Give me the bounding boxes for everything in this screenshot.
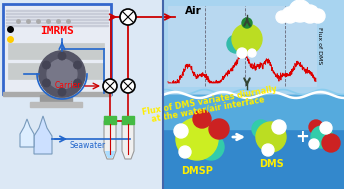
Circle shape	[272, 120, 286, 134]
Polygon shape	[20, 119, 34, 147]
Circle shape	[174, 124, 188, 138]
Circle shape	[322, 134, 340, 152]
Polygon shape	[122, 121, 134, 159]
Bar	[6, 12, 108, 14]
Bar	[6, 15, 108, 17]
Circle shape	[120, 9, 136, 25]
Circle shape	[242, 18, 252, 28]
Bar	[8, 63, 104, 79]
Circle shape	[289, 0, 311, 22]
Bar	[163, 95, 344, 189]
Circle shape	[74, 79, 82, 87]
Circle shape	[42, 79, 51, 87]
Circle shape	[74, 61, 82, 69]
Circle shape	[256, 122, 286, 152]
Text: at the water/air interface: at the water/air interface	[151, 95, 265, 123]
Circle shape	[39, 51, 85, 97]
Text: +: +	[295, 128, 309, 146]
Polygon shape	[105, 151, 115, 158]
Bar	[0, 0, 163, 189]
Circle shape	[301, 5, 319, 23]
Text: Air: Air	[185, 6, 202, 16]
Bar	[163, 0, 344, 95]
Circle shape	[309, 120, 323, 134]
Circle shape	[237, 48, 247, 58]
Bar	[40, 95, 72, 103]
Circle shape	[311, 126, 333, 148]
Circle shape	[320, 122, 332, 134]
Text: DMS: DMS	[259, 159, 283, 169]
Polygon shape	[104, 121, 116, 159]
Circle shape	[193, 110, 211, 128]
Text: Flux of DMS: Flux of DMS	[318, 27, 323, 65]
Circle shape	[42, 61, 51, 69]
Circle shape	[252, 120, 270, 138]
Circle shape	[179, 146, 191, 158]
Circle shape	[58, 52, 66, 60]
Circle shape	[227, 35, 245, 53]
Circle shape	[262, 144, 274, 156]
Circle shape	[58, 88, 66, 96]
Bar	[30, 102, 82, 107]
Text: IMRMS: IMRMS	[40, 26, 74, 36]
Bar	[6, 22, 108, 23]
Bar	[104, 116, 116, 124]
Circle shape	[209, 119, 229, 139]
Bar	[6, 19, 108, 20]
Circle shape	[47, 59, 77, 89]
Circle shape	[248, 49, 256, 57]
Text: Flux of DMS variates diurnally: Flux of DMS variates diurnally	[142, 85, 278, 117]
Text: Carrier: Carrier	[55, 81, 81, 91]
Bar	[8, 43, 104, 59]
Circle shape	[311, 9, 325, 23]
Circle shape	[103, 79, 117, 93]
Circle shape	[309, 139, 319, 149]
Bar	[3, 92, 111, 96]
Polygon shape	[34, 116, 52, 154]
Circle shape	[282, 7, 298, 23]
Circle shape	[121, 79, 135, 93]
Circle shape	[176, 118, 218, 160]
Bar	[168, 6, 316, 86]
Circle shape	[276, 11, 288, 23]
Bar	[6, 9, 108, 11]
Circle shape	[232, 24, 262, 54]
Bar	[122, 116, 134, 124]
Circle shape	[198, 134, 224, 160]
Bar	[6, 25, 108, 26]
Bar	[163, 95, 344, 129]
Text: DMSP: DMSP	[181, 166, 213, 176]
FancyBboxPatch shape	[3, 4, 111, 94]
Text: Seawater: Seawater	[70, 140, 106, 149]
